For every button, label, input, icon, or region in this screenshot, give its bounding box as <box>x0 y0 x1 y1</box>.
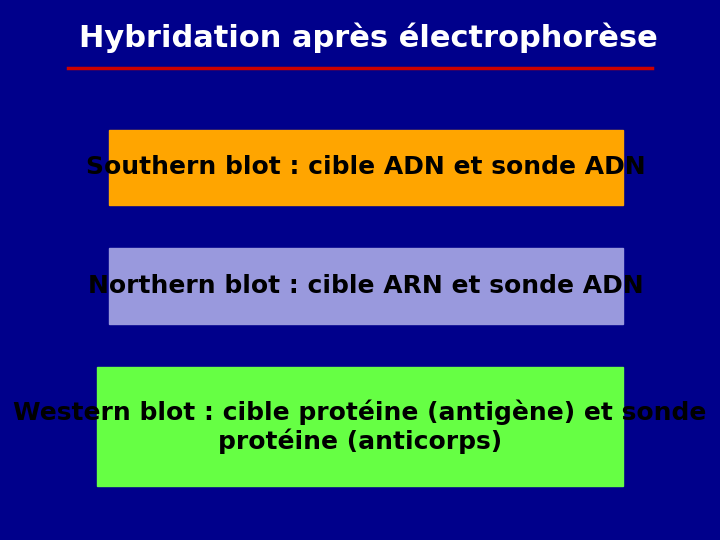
Text: Western blot : cible protéine (antigène) et sonde
protéine (anticorps): Western blot : cible protéine (antigène)… <box>13 399 707 454</box>
Text: Hybridation après électrophorèse: Hybridation après électrophorèse <box>79 23 658 53</box>
FancyBboxPatch shape <box>97 367 623 486</box>
Text: Southern blot : cible ADN et sonde ADN: Southern blot : cible ADN et sonde ADN <box>86 156 646 179</box>
FancyBboxPatch shape <box>109 130 623 205</box>
FancyBboxPatch shape <box>109 248 623 324</box>
Text: Northern blot : cible ARN et sonde ADN: Northern blot : cible ARN et sonde ADN <box>88 274 644 298</box>
